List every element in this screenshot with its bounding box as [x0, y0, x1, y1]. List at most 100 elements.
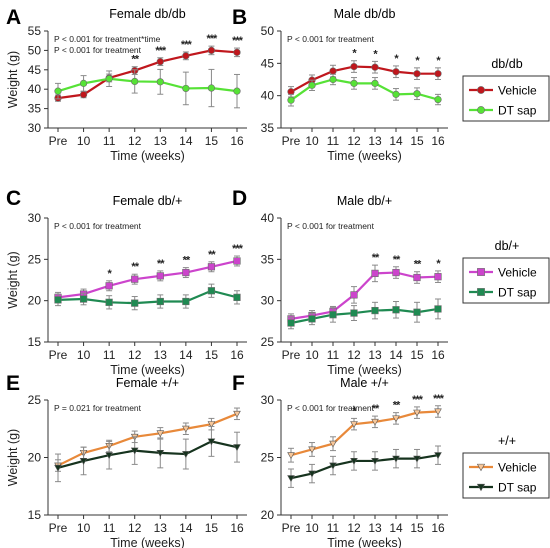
series-dt-sap: [287, 73, 442, 107]
stats-note: P = 0.021 for treatment: [54, 403, 142, 413]
series-dt-sap: [287, 298, 442, 330]
data-point: [329, 75, 337, 84]
legend-label: Vehicle: [498, 84, 537, 98]
data-point: [207, 46, 216, 55]
y-tick-label: 40: [261, 211, 275, 225]
data-point: [182, 425, 190, 433]
x-tick-label: Pre: [282, 348, 301, 362]
legend-marker: [477, 288, 485, 296]
legend-group-title: +/+: [498, 434, 516, 448]
y-axis-label: Weight (g): [6, 51, 20, 108]
panel-label: E: [6, 372, 20, 395]
x-tick-label: 11: [103, 134, 116, 148]
legend-label: DT sap: [498, 286, 537, 300]
data-point: [308, 81, 316, 89]
data-point: [392, 306, 400, 314]
legend-db: db/+ Vehicle DT sap: [462, 239, 550, 304]
series-line: [290, 410, 439, 457]
chart-panel-b: B Male db/db 35 40 45 50 Pre 10 11 12 13 14 15 16 Time…: [232, 6, 448, 163]
series-line: [290, 454, 439, 480]
y-tick-label: 35: [28, 102, 42, 116]
data-point: [350, 291, 358, 299]
significance-marker: ***: [181, 39, 193, 51]
significance-marker: ***: [232, 243, 244, 255]
y-tick-label: 15: [28, 508, 42, 522]
data-point: [233, 87, 241, 95]
data-point: [131, 275, 139, 283]
significance-marker: **: [393, 400, 401, 412]
data-point: [350, 458, 358, 465]
x-tick-label: Pre: [49, 134, 68, 148]
significance-marker: **: [372, 252, 380, 264]
data-point: [371, 269, 379, 277]
significance-marker: ***: [232, 35, 244, 47]
data-point: [371, 418, 379, 426]
legend-: +/+ Vehicle DT sap: [462, 434, 550, 499]
data-point: [54, 296, 62, 304]
x-tick-label: 16: [431, 134, 445, 148]
data-point: [233, 257, 241, 265]
data-point: [105, 75, 113, 83]
stats-note: P < 0.001 for treatment: [287, 403, 375, 413]
x-tick-label: 14: [389, 134, 403, 148]
x-tick-label: 13: [368, 348, 382, 362]
x-tick-label: 15: [205, 134, 219, 148]
data-point: [182, 451, 190, 458]
x-axis-label: Time (weeks): [110, 149, 185, 163]
y-tick-label: 50: [28, 43, 42, 57]
data-point: [434, 408, 442, 416]
panel-title: Male +/+: [340, 376, 389, 390]
data-point: [130, 447, 139, 455]
significance-marker: ***: [412, 394, 424, 406]
x-tick-label: 13: [368, 521, 382, 535]
data-point: [156, 58, 164, 66]
data-point: [207, 438, 216, 446]
data-point: [105, 452, 113, 460]
data-point: [233, 444, 241, 452]
legend-group-title: db/+: [495, 239, 520, 253]
data-point: [308, 470, 316, 478]
y-tick-label: 50: [261, 24, 275, 38]
data-point: [207, 287, 216, 295]
significance-marker: *: [436, 258, 441, 270]
x-tick-label: 15: [410, 348, 424, 362]
data-point: [54, 464, 62, 472]
data-point: [350, 62, 358, 71]
x-tick-label: 14: [389, 348, 403, 362]
data-point: [329, 462, 337, 470]
data-point: [156, 78, 164, 86]
panel-label: B: [232, 6, 247, 29]
x-tick-label: 12: [347, 521, 361, 535]
data-point: [413, 70, 421, 78]
data-point: [131, 299, 139, 307]
data-point: [350, 79, 358, 87]
significance-marker: **: [183, 255, 191, 267]
x-tick-label: 11: [327, 348, 340, 362]
x-tick-label: 15: [410, 134, 424, 148]
legend-box: [462, 75, 550, 122]
x-tick-label: 16: [431, 348, 445, 362]
data-point: [287, 452, 295, 460]
legend-marker: [476, 463, 486, 472]
data-point: [207, 84, 216, 92]
series-dt-sap: [54, 68, 241, 109]
data-point: [233, 293, 241, 301]
legend-label: Vehicle: [498, 461, 537, 475]
x-tick-label: 14: [179, 521, 193, 535]
data-point: [329, 440, 337, 448]
significance-marker: *: [352, 405, 357, 417]
x-tick-label: 12: [128, 134, 142, 148]
y-tick-label: 55: [28, 24, 42, 38]
x-axis-label: Time (weeks): [110, 363, 185, 377]
y-tick-label: 30: [261, 393, 275, 407]
data-point: [156, 272, 164, 280]
data-point: [371, 458, 379, 465]
data-point: [329, 67, 337, 75]
chart-panel-e: E Female +/+ 15 20 25 Pre 10 11 12 13 14 15 16 Time (…: [6, 372, 247, 548]
data-point: [207, 421, 216, 429]
legend-dbdb: db/db Vehicle DT sap: [462, 57, 550, 122]
series-line: [57, 77, 238, 93]
x-tick-label: 12: [128, 521, 142, 535]
legend-box: [462, 452, 550, 499]
x-tick-label: Pre: [49, 521, 68, 535]
